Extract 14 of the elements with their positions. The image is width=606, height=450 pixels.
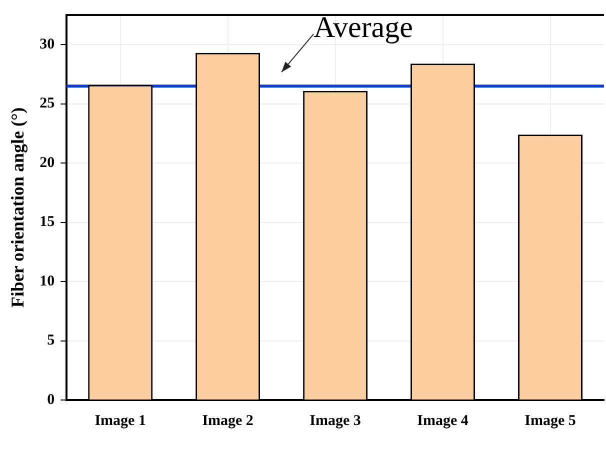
ref-line-label: Average xyxy=(314,10,413,44)
y-tick-label: 0 xyxy=(47,392,55,408)
y-tick-label: 5 xyxy=(47,332,55,349)
x-tick-label: Image 4 xyxy=(417,412,469,429)
y-tick-label: 30 xyxy=(40,36,55,52)
y-axis-title: Fiber orientation angle (°) xyxy=(7,107,28,308)
x-tick-label: Image 1 xyxy=(94,412,146,429)
y-tick-label: 10 xyxy=(40,273,55,290)
x-tick-label: Image 2 xyxy=(202,412,254,429)
y-tick-label: 20 xyxy=(40,154,55,171)
x-tick-label: Image 3 xyxy=(310,412,361,429)
x-tick-label: Image 5 xyxy=(524,412,576,429)
y-tick-label: 25 xyxy=(40,96,55,112)
y-tick-label: 15 xyxy=(40,214,55,230)
